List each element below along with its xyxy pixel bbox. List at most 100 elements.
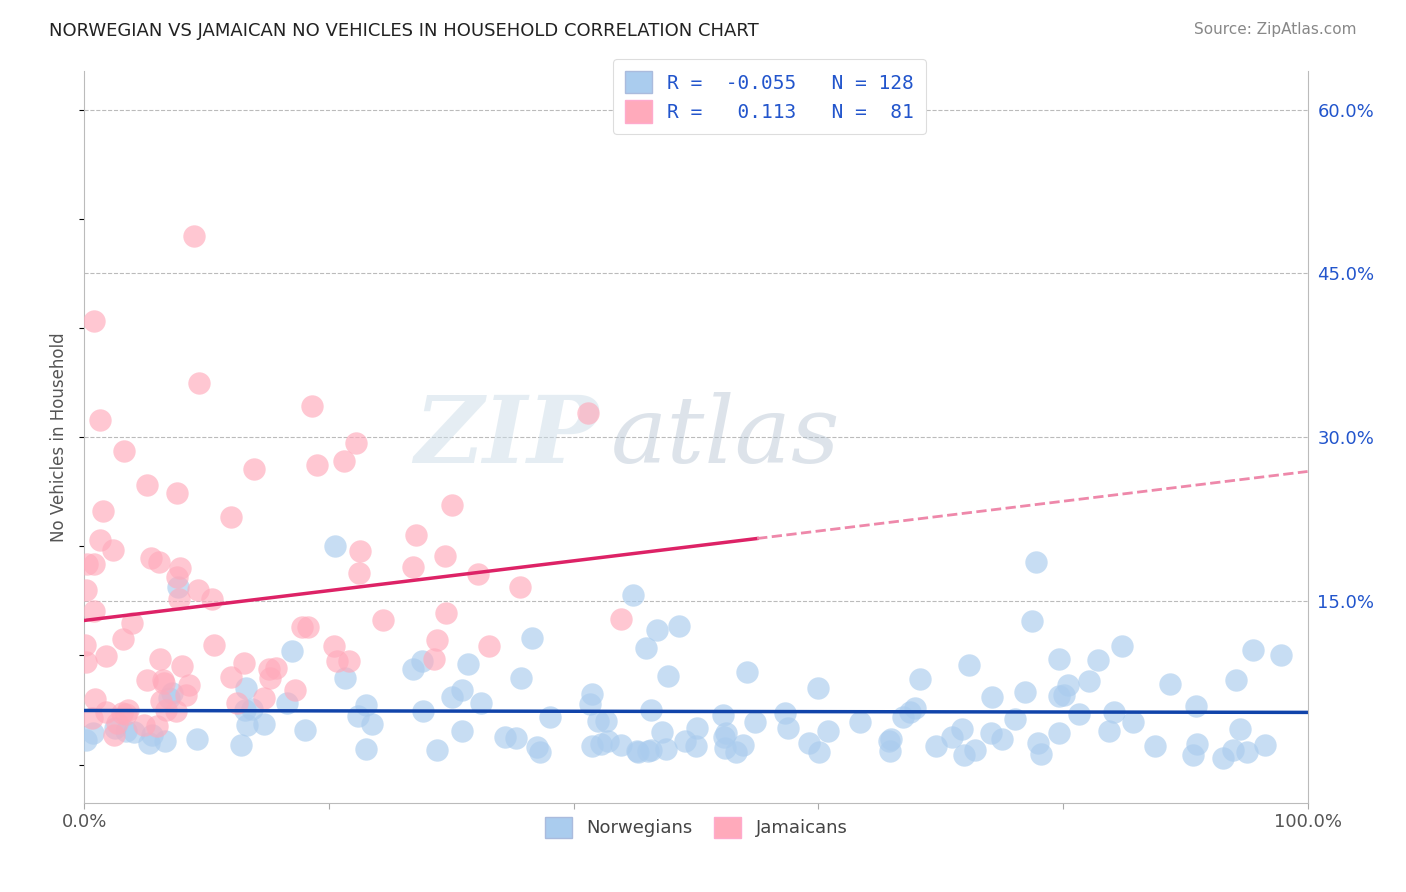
Point [980,726,1002,740]
Point [148,555,170,569]
Point [505,731,527,745]
Text: atlas: atlas [610,392,839,482]
Point [305,458,328,472]
Point [898,705,921,719]
Point [640,743,662,757]
Point [578,697,600,711]
Point [257,662,280,676]
Point [89,533,111,547]
Point [219,670,242,684]
Point [253,690,276,705]
Point [467,567,489,582]
Point [83,692,105,706]
Point [849,714,872,729]
Point [326,654,349,668]
Point [280,644,302,658]
Point [440,690,463,704]
Point [685,739,707,753]
Point [167,591,190,606]
Point [1021,614,1043,628]
Point [1047,651,1070,665]
Point [440,498,463,512]
Point [626,744,648,758]
Point [426,742,449,756]
Point [621,588,644,602]
Point [122,725,145,739]
Point [112,444,135,458]
Point [595,714,617,728]
Point [668,619,690,633]
Point [166,580,188,594]
Point [538,710,561,724]
Point [402,559,425,574]
Point [166,486,188,500]
Legend: Norwegians, Jamaicans: Norwegians, Jamaicans [537,810,855,845]
Y-axis label: No Vehicles in Household: No Vehicles in Household [51,332,69,542]
Point [253,716,276,731]
Point [83,604,105,618]
Point [941,730,963,744]
Point [1159,677,1181,691]
Point [724,746,747,760]
Point [235,681,257,695]
Point [627,745,650,759]
Point [991,732,1014,747]
Point [294,723,316,738]
Point [243,462,266,476]
Point [1056,678,1078,692]
Point [162,686,184,700]
Point [169,561,191,575]
Point [980,690,1002,704]
Point [711,707,734,722]
Point [965,742,987,756]
Point [1047,726,1070,740]
Point [640,703,662,717]
Point [526,739,548,754]
Point [713,740,735,755]
Point [807,745,830,759]
Point [1087,653,1109,667]
Point [200,592,222,607]
Point [183,228,205,243]
Point [1122,715,1144,730]
Point [152,673,174,687]
Point [609,738,631,752]
Point [105,716,128,731]
Point [891,710,914,724]
Point [134,718,156,732]
Point [291,620,314,634]
Point [645,623,668,637]
Point [233,703,256,717]
Point [731,738,754,752]
Point [581,687,603,701]
Point [96,706,118,720]
Point [174,688,197,702]
Point [405,528,427,542]
Point [233,657,256,671]
Point [950,722,973,736]
Point [139,551,162,566]
Point [354,698,377,712]
Point [188,376,211,390]
Point [1014,685,1036,699]
Point [686,721,709,735]
Point [339,654,361,668]
Point [165,704,187,718]
Point [879,732,901,747]
Point [104,722,127,736]
Point [347,709,370,723]
Point [953,747,976,762]
Point [335,671,357,685]
Point [297,619,319,633]
Point [371,613,394,627]
Point [172,659,194,673]
Point [1098,723,1121,738]
Point [76,557,98,571]
Point [121,616,143,631]
Point [457,657,479,671]
Point [155,703,177,717]
Point [576,406,599,420]
Text: Source: ZipAtlas.com: Source: ZipAtlas.com [1194,22,1357,37]
Point [264,661,287,675]
Point [186,732,208,747]
